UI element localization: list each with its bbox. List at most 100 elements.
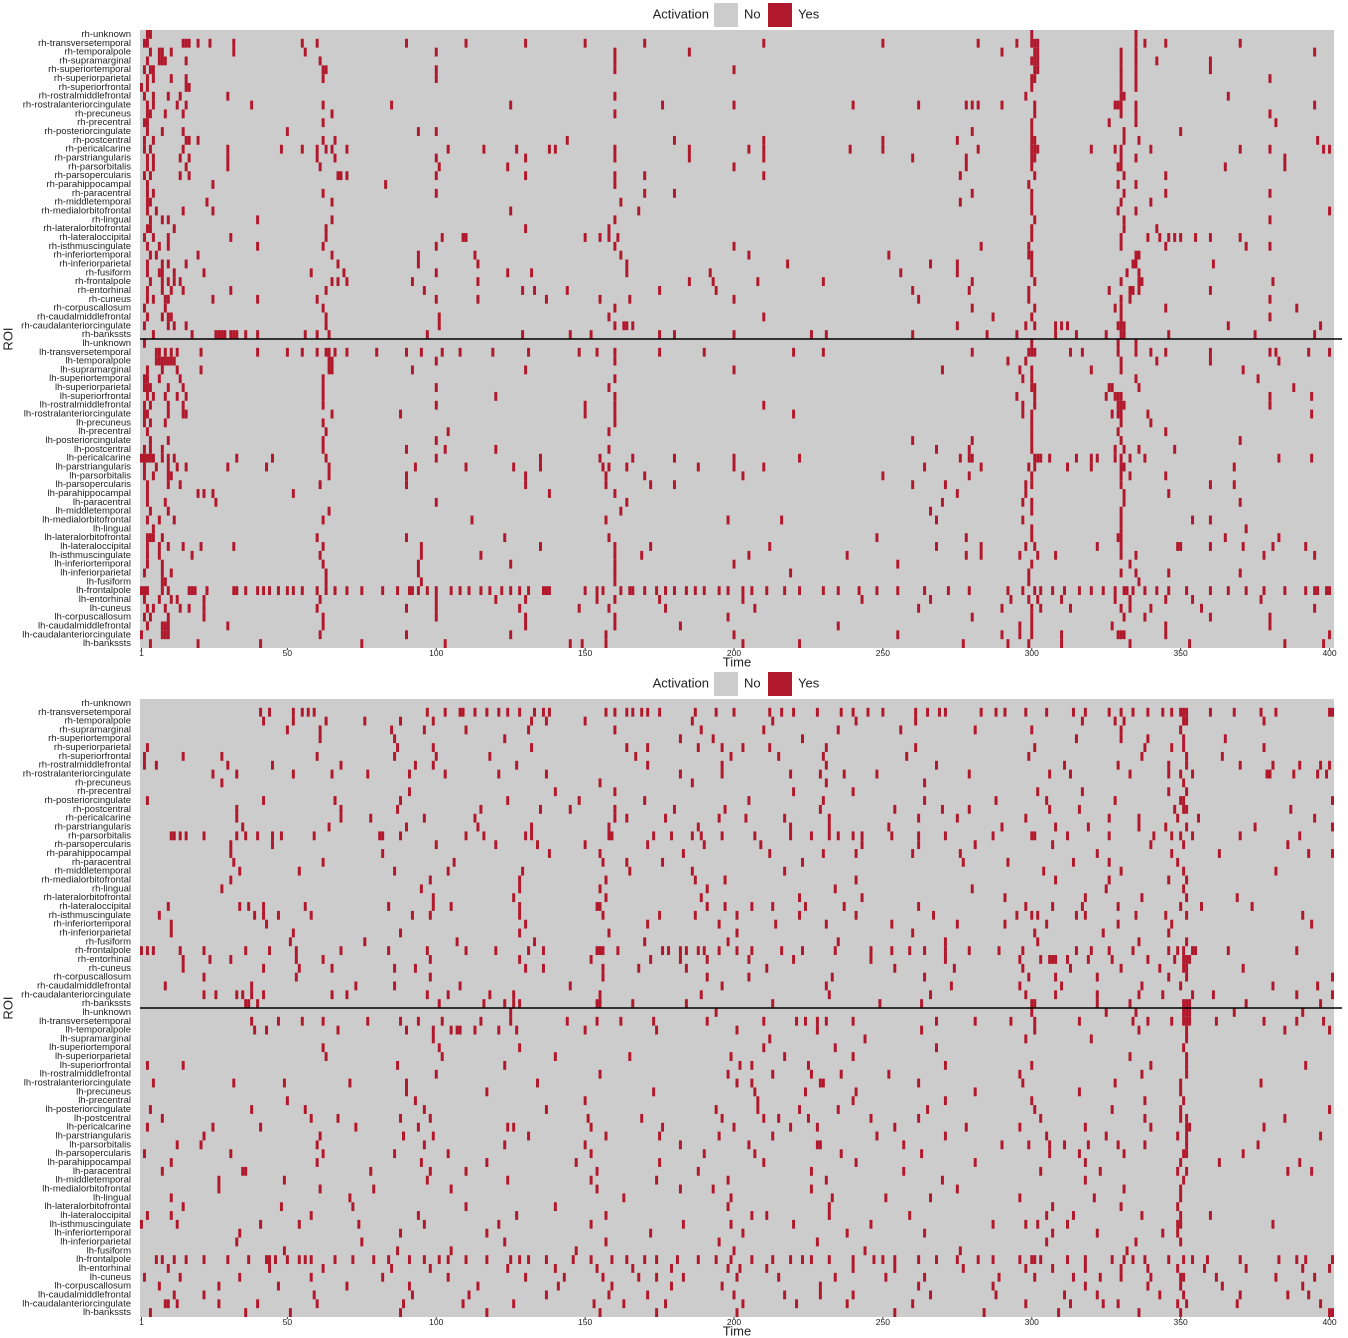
active-cell — [595, 1184, 599, 1194]
roi-label: lh-supramarginal — [60, 364, 131, 375]
active-cell — [613, 400, 617, 410]
active-cell — [678, 769, 682, 779]
active-cell — [753, 831, 757, 841]
active-cell — [196, 38, 200, 48]
x-tick-label: 350 — [1174, 648, 1188, 658]
active-cell — [518, 1255, 522, 1265]
active-cell — [1143, 1255, 1147, 1265]
active-cell — [923, 586, 927, 596]
active-cell — [815, 1122, 819, 1132]
active-cell — [494, 946, 498, 956]
active-cell — [1128, 603, 1132, 613]
active-cell — [148, 418, 152, 428]
active-cell — [491, 347, 495, 357]
active-cell — [1155, 56, 1159, 66]
active-cell — [553, 1264, 557, 1273]
active-cell — [1033, 109, 1037, 119]
active-cell — [1214, 1016, 1218, 1026]
active-cell — [768, 542, 772, 551]
active-cell — [613, 171, 617, 181]
active-cell — [613, 813, 617, 823]
active-cell — [771, 902, 775, 911]
active-cell — [151, 153, 155, 163]
active-cell — [1235, 1299, 1239, 1309]
active-cell — [166, 471, 170, 481]
active-cell — [720, 769, 724, 779]
active-cell — [613, 707, 617, 717]
roi-label: lh-pericalcarine — [67, 453, 131, 464]
active-cell — [1036, 56, 1040, 66]
active-cell — [613, 787, 617, 797]
active-cell — [229, 840, 233, 850]
active-cell — [1107, 383, 1111, 392]
active-cell — [1107, 946, 1111, 956]
roi-label: rh-inferiorparietal — [59, 258, 131, 269]
active-cell — [294, 972, 298, 982]
active-cell — [142, 144, 146, 154]
active-cell — [145, 383, 149, 392]
active-cell — [464, 831, 468, 841]
active-cell — [625, 259, 629, 269]
x-tick-label: 1 — [139, 1317, 144, 1327]
active-cell — [518, 955, 522, 964]
active-cell — [166, 259, 170, 269]
active-cell — [443, 639, 447, 648]
roi-label: rh-superiorfrontal — [59, 751, 131, 762]
active-cell — [625, 268, 629, 278]
active-cell — [339, 813, 343, 823]
active-cell — [1036, 453, 1040, 463]
active-cell — [324, 586, 328, 596]
active-cell — [199, 347, 203, 357]
active-cell — [1033, 999, 1037, 1008]
x-tick-label: 50 — [283, 1317, 293, 1327]
active-cell — [485, 1087, 489, 1097]
active-cell — [324, 427, 328, 437]
active-cell — [306, 707, 310, 717]
active-cell — [756, 1105, 760, 1114]
active-cell — [1182, 946, 1186, 956]
active-cell — [1077, 1087, 1081, 1097]
active-cell — [1140, 1211, 1144, 1220]
active-cell — [464, 462, 468, 472]
active-cell — [464, 1166, 468, 1176]
active-cell — [419, 1158, 423, 1167]
active-cell — [315, 153, 319, 163]
active-cell — [145, 38, 149, 48]
active-cell — [1036, 787, 1040, 797]
active-cell — [1283, 162, 1287, 172]
active-cell — [166, 409, 170, 419]
active-cell — [187, 153, 191, 163]
active-cell — [488, 586, 492, 596]
active-cell — [720, 760, 724, 770]
active-cell — [720, 1281, 724, 1291]
legend-title: Activation — [653, 675, 709, 690]
active-cell — [1179, 233, 1183, 242]
active-cell — [327, 347, 331, 357]
active-cell — [646, 1290, 650, 1300]
active-cell — [607, 831, 611, 841]
active-cell — [1080, 347, 1084, 357]
active-cell — [232, 1078, 236, 1088]
active-cell — [970, 127, 974, 136]
active-cell — [434, 294, 438, 304]
active-cell — [598, 294, 602, 304]
active-cell — [1033, 215, 1037, 225]
active-cell — [1268, 347, 1272, 357]
active-cell — [464, 38, 468, 48]
active-cell — [1027, 294, 1031, 304]
active-cell — [887, 822, 891, 832]
active-cell — [1048, 769, 1052, 779]
active-cell — [431, 1034, 435, 1044]
active-cell — [765, 963, 769, 973]
active-cell — [613, 144, 617, 154]
active-cell — [303, 1255, 307, 1265]
active-cell — [1140, 751, 1144, 761]
active-cell — [538, 804, 542, 814]
active-cell — [217, 1184, 221, 1194]
active-cell — [1188, 955, 1192, 964]
active-cell — [672, 586, 676, 596]
active-cell — [1164, 630, 1168, 640]
roi-label: rh-bankssts — [82, 329, 131, 340]
roi-label: lh-precuneus — [76, 1086, 131, 1097]
active-cell — [1238, 38, 1242, 48]
